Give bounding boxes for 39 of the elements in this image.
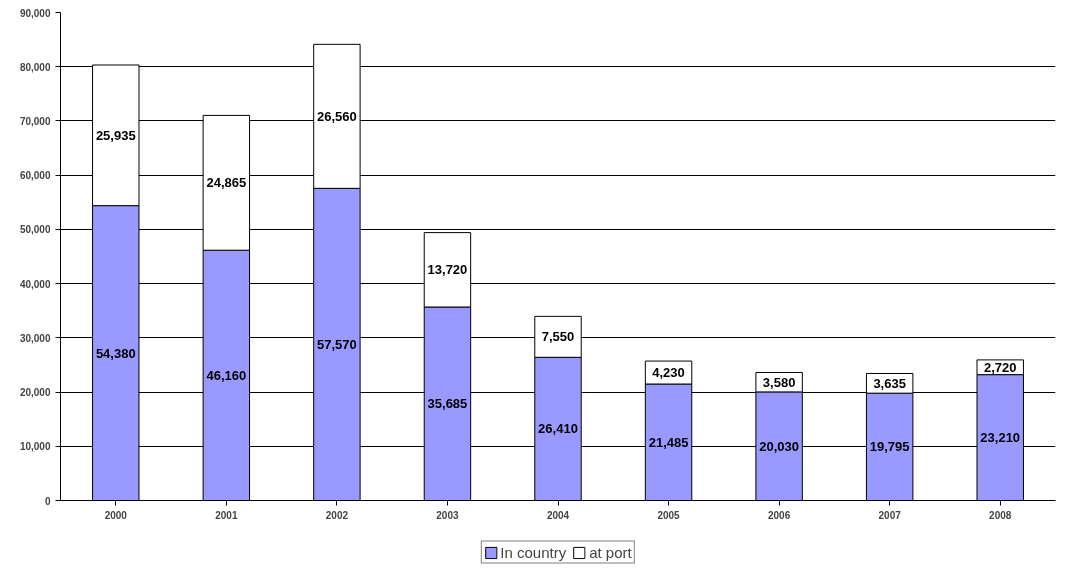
data-label: 3,580 [762,374,796,390]
data-label: 26,410 [538,421,578,437]
data-label: 35,685 [427,396,468,412]
data-label: 57,570 [317,336,357,352]
data-label: 20,030 [759,438,799,454]
data-label: 19,795 [869,439,910,455]
data-label: 3,635 [873,375,906,391]
y-tick-label: 30,000 [19,332,51,344]
y-tick-label: 40,000 [19,278,51,290]
x-tick-label: 2002 [325,509,349,521]
y-tick-label: 50,000 [19,224,51,236]
legend-label: at port [589,543,632,561]
data-label: 54,380 [95,345,136,361]
x-tick-label: 2006 [767,509,791,521]
x-tick-label: 2004 [546,509,570,521]
y-tick-label: 60,000 [19,170,51,182]
data-label: 23,210 [980,430,1021,446]
data-label: 21,485 [648,434,689,450]
y-tick-label: 70,000 [19,115,51,127]
data-label: 13,720 [427,262,468,278]
x-tick-label: 2005 [657,509,681,521]
x-tick-label: 2008 [989,509,1012,521]
data-label: 4,230 [652,365,685,381]
data-label: 25,935 [95,127,136,143]
y-tick-label: 10,000 [19,441,51,453]
data-label: 26,560 [317,108,357,124]
y-tick-label: 80,000 [19,61,51,73]
x-tick-label: 2007 [878,509,902,521]
x-tick-label: 2000 [104,509,128,521]
data-label: 2,720 [983,359,1017,375]
data-label: 24,865 [206,175,247,191]
y-tick-label: 20,000 [19,387,51,399]
x-tick-label: 2003 [436,509,460,521]
y-tick-label: 0 [44,495,51,507]
data-label: 7,550 [541,329,575,345]
data-label: 46,160 [206,367,247,383]
y-tick-label: 90,000 [19,7,51,19]
x-tick-label: 2001 [215,509,238,521]
legend-label: In country [500,543,567,561]
